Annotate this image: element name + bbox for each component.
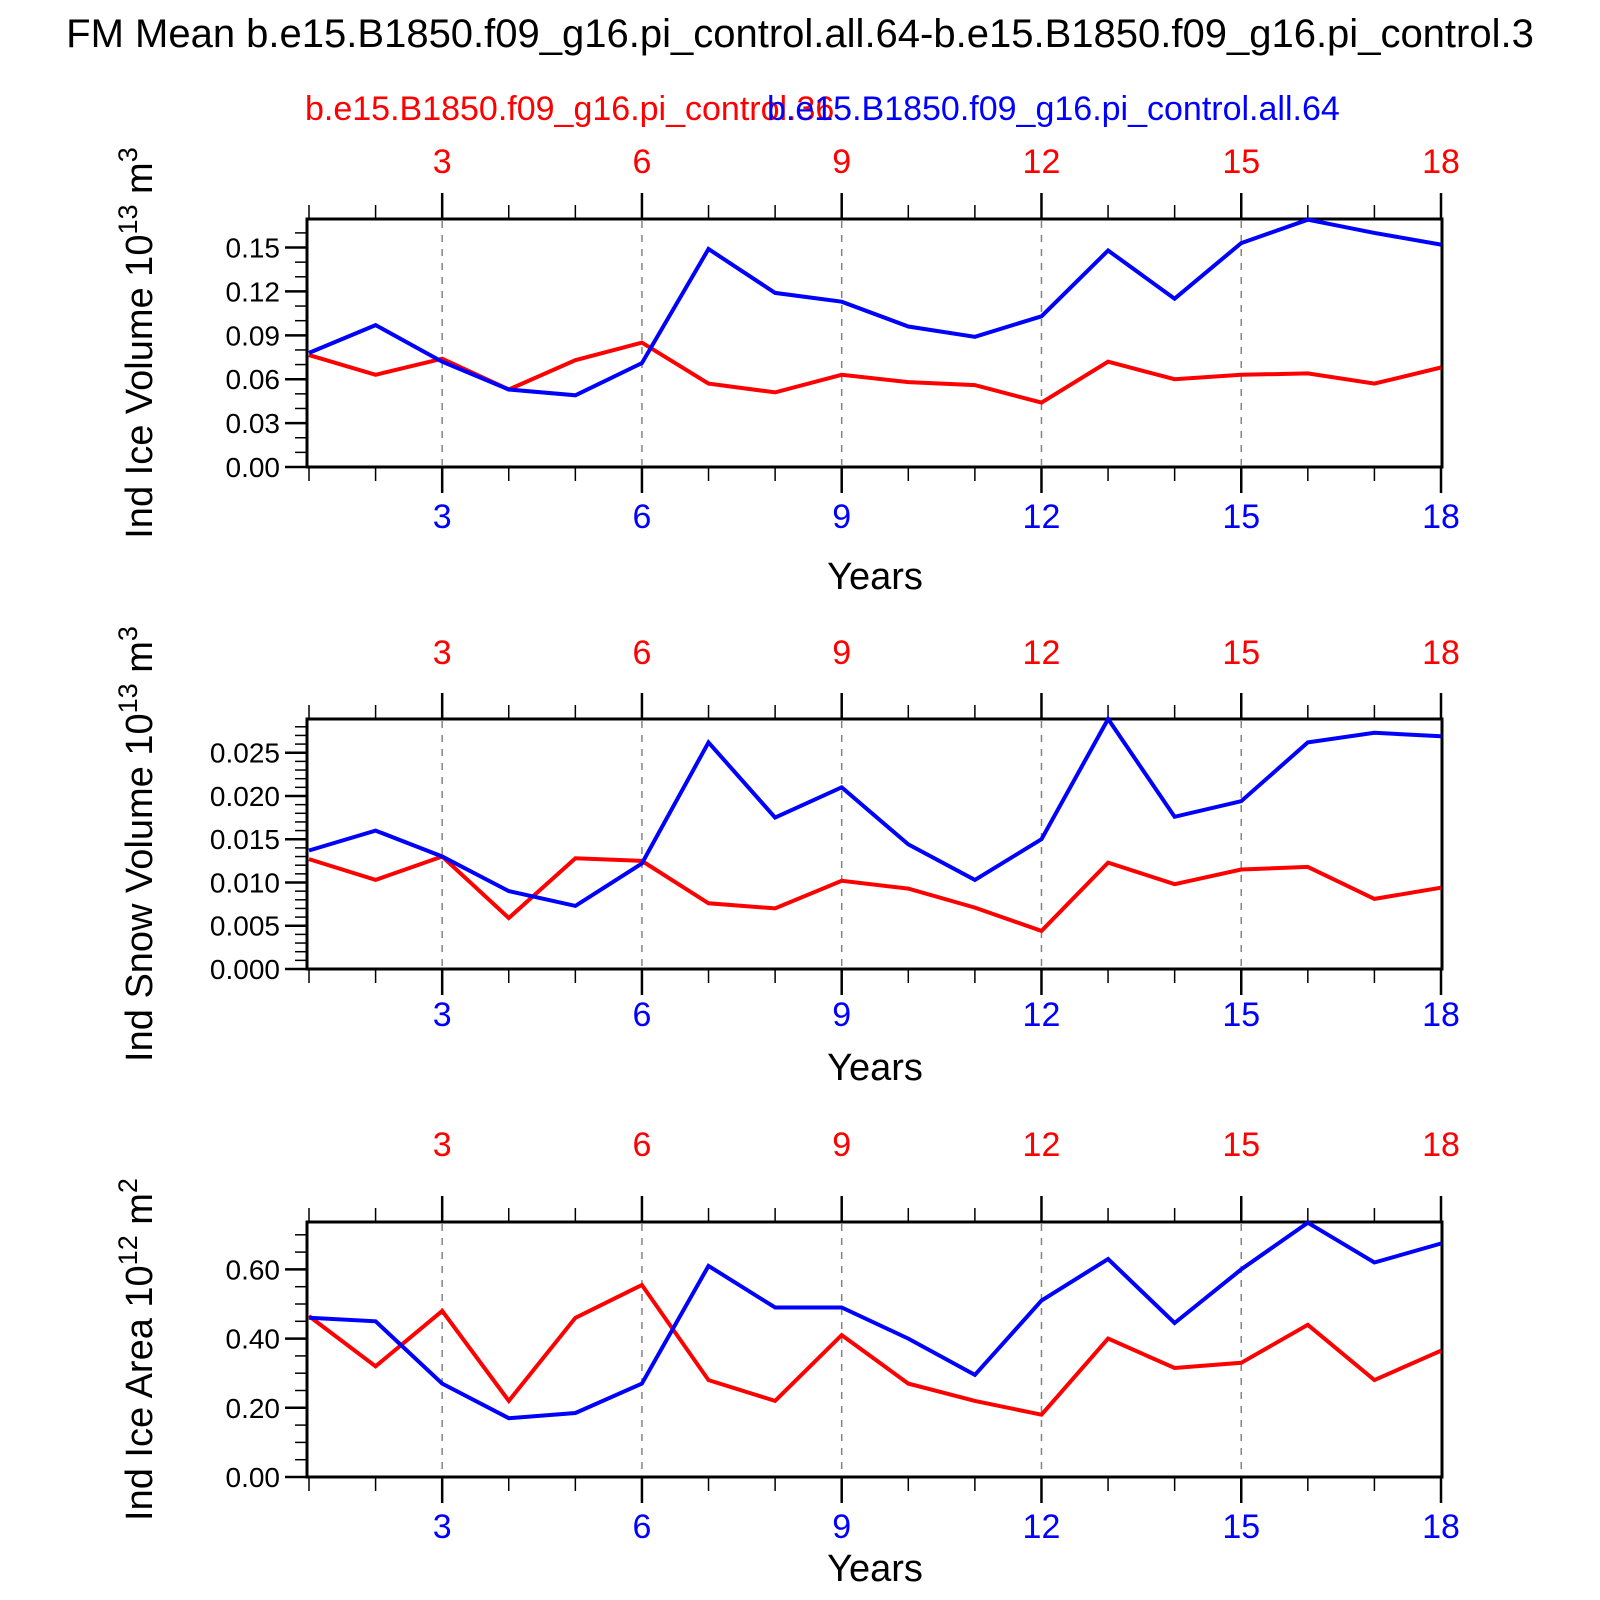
bottom-axis-labels: 3 6 9 12 15 18 — [433, 996, 1460, 1034]
x-axis-title: Years — [827, 1047, 923, 1089]
plot-frame — [305, 217, 1444, 469]
bottom-tick-label: 9 — [832, 498, 851, 536]
plot-frame — [305, 1220, 1444, 1479]
top-tick-label: 6 — [632, 143, 651, 181]
series-line-red — [308, 340, 1442, 405]
y-tick-label: 0.005 — [210, 911, 280, 942]
top-tick-label: 12 — [1023, 1126, 1061, 1164]
top-tick-label: 15 — [1222, 634, 1260, 672]
top-tick-label: 18 — [1422, 634, 1460, 672]
bottom-tick-label: 15 — [1222, 498, 1260, 536]
panel-ind-ice-area: 0.00 0.20 0.40 0.60 3 6 9 12 15 18 3 6 9 12 15 18 Years I… — [113, 1126, 1460, 1590]
y-tick-label: 0.015 — [210, 824, 280, 855]
bottom-tick-label: 15 — [1222, 1508, 1260, 1546]
y-axis-title: Ind Snow Volume 1013 m3 — [113, 626, 161, 1062]
bottom-tick-label: 3 — [433, 996, 452, 1034]
series-line-red — [307, 1282, 1442, 1417]
y-axis-ticks: 0.000 0.005 0.010 0.015 0.020 0.025 — [210, 726, 307, 985]
x-axis-title: Years — [827, 1548, 923, 1590]
top-tick-label: 9 — [832, 1126, 851, 1164]
top-axis-labels: 3 6 9 12 15 18 — [433, 143, 1460, 181]
bottom-tick-label: 6 — [632, 498, 651, 536]
legend-entry-red: b.e15.B1850.f09_g16.pi_control.36 — [305, 90, 835, 128]
gridlines — [441, 221, 1242, 465]
y-tick-label: 0.020 — [210, 781, 280, 812]
top-tick-label: 15 — [1222, 1126, 1260, 1164]
y-axis-title: Ind Ice Volume 1013 m3 — [113, 147, 161, 539]
series-line-blue — [308, 715, 1442, 909]
legend-entry-blue: b.e15.B1850.f09_g16.pi_control.all.64 — [767, 90, 1340, 128]
figure-title: FM Mean b.e15.B1850.f09_g16.pi_control.a… — [66, 12, 1534, 56]
y-tick-label: 0.09 — [226, 320, 281, 351]
y-tick-label: 0.00 — [226, 452, 281, 483]
panel-ind-ice-volume: 0.00 0.03 0.06 0.09 0.12 0.15 3 6 9 12 15 18 3 6 9 12 15… — [113, 143, 1460, 598]
top-axis-labels: 3 6 9 12 15 18 — [433, 634, 1460, 672]
bottom-tick-label: 12 — [1023, 1508, 1061, 1546]
bottom-tick-label: 18 — [1422, 996, 1460, 1034]
x-axis-title: Years — [827, 556, 923, 598]
bottom-tick-label: 6 — [632, 996, 651, 1034]
top-tick-label: 3 — [433, 143, 452, 181]
top-tick-label: 9 — [832, 634, 851, 672]
bottom-axis-labels: 3 6 9 12 15 18 — [433, 1508, 1460, 1546]
x-axis-ticks — [308, 1196, 1443, 1503]
y-tick-label: 0.40 — [226, 1324, 281, 1355]
series-line-red — [308, 854, 1442, 934]
bottom-tick-label: 6 — [632, 1508, 651, 1546]
x-axis-ticks — [308, 693, 1443, 995]
top-tick-label: 15 — [1222, 143, 1260, 181]
top-tick-label: 3 — [433, 634, 452, 672]
top-tick-label: 3 — [433, 1126, 452, 1164]
top-axis-labels: 3 6 9 12 15 18 — [433, 1126, 1460, 1164]
bottom-tick-label: 18 — [1422, 498, 1460, 536]
y-tick-label: 0.000 — [210, 954, 280, 985]
y-axis-ticks: 0.00 0.20 0.40 0.60 — [226, 1234, 307, 1493]
y-tick-label: 0.025 — [210, 738, 280, 769]
bottom-tick-label: 9 — [832, 996, 851, 1034]
top-tick-label: 6 — [632, 1126, 651, 1164]
y-tick-label: 0.03 — [226, 408, 281, 439]
bottom-tick-label: 12 — [1023, 996, 1061, 1034]
bottom-tick-label: 18 — [1422, 1508, 1460, 1546]
top-tick-label: 18 — [1422, 1126, 1460, 1164]
gridlines — [441, 721, 1242, 967]
y-tick-label: 0.12 — [226, 276, 281, 307]
bottom-tick-label: 15 — [1222, 996, 1260, 1034]
series-line-blue — [308, 1220, 1442, 1421]
bottom-tick-label: 3 — [433, 1508, 452, 1546]
bottom-tick-label: 9 — [832, 1508, 851, 1546]
top-tick-label: 12 — [1023, 634, 1061, 672]
bottom-axis-labels: 3 6 9 12 15 18 — [433, 498, 1460, 536]
y-tick-label: 0.20 — [226, 1393, 281, 1424]
x-axis-ticks — [308, 193, 1443, 493]
bottom-tick-label: 12 — [1023, 498, 1061, 536]
top-tick-label: 12 — [1023, 143, 1061, 181]
top-tick-label: 9 — [832, 143, 851, 181]
bottom-tick-label: 3 — [433, 498, 452, 536]
y-axis-title: Ind Ice Area 1012 m2 — [113, 1178, 161, 1521]
plot-frame — [305, 717, 1444, 971]
top-tick-label: 6 — [632, 634, 651, 672]
y-axis-ticks: 0.00 0.03 0.06 0.09 0.12 0.15 — [226, 232, 307, 483]
y-tick-label: 0.60 — [226, 1254, 281, 1285]
gridlines — [441, 1224, 1242, 1475]
series-line-blue — [308, 217, 1442, 398]
y-tick-label: 0.010 — [210, 867, 280, 898]
top-tick-label: 18 — [1422, 143, 1460, 181]
y-tick-label: 0.06 — [226, 364, 281, 395]
y-tick-label: 0.00 — [226, 1462, 281, 1493]
y-tick-label: 0.15 — [226, 233, 281, 264]
